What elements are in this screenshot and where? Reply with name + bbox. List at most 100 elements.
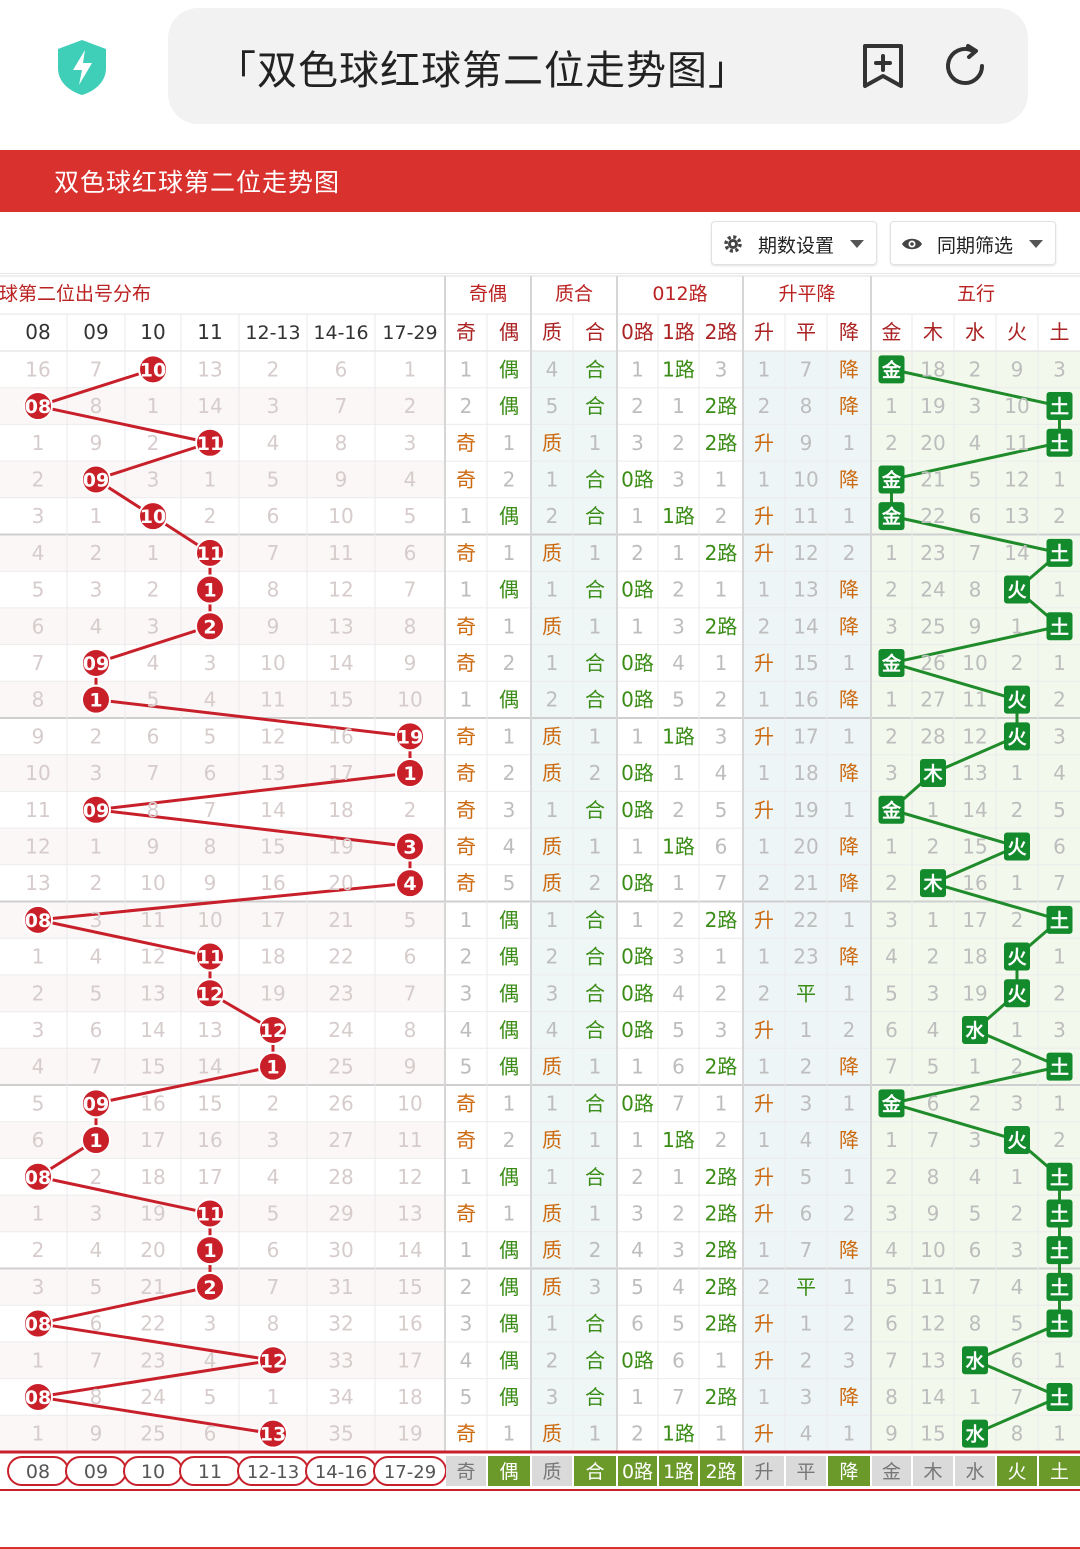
cell-value: 16 [260,871,285,895]
cell-value: 4 [885,945,898,969]
cell-value: 8 [1011,1422,1024,1446]
footer-filter-label: 09 [84,1461,108,1483]
hit-ball [23,1308,53,1339]
element-label: 火 [1007,726,1027,748]
cell-value: 8 [800,394,813,418]
cell-value: 0路 [621,798,654,822]
cell-value: 1 [32,1201,45,1225]
cell-value: 7 [90,1055,103,1079]
cell-value: 19 [260,981,285,1005]
hit-ball [138,501,168,532]
cell-value: 3 [885,1201,898,1225]
period-settings-button[interactable]: 期数设置 [711,221,877,265]
cell-value: 1 [503,1422,516,1446]
cell-value: 19 [397,1422,422,1446]
cell-value: 1 [546,467,559,491]
cell-value: 4 [90,945,103,969]
address-bar[interactable]: 「双色球红球第二位走势图」 [168,8,1028,124]
toolbar: 期数设置 同期筛选 [0,212,1080,274]
element-badge [1046,1272,1073,1301]
cell-value: 31 [328,1275,353,1299]
element-badge [1004,942,1030,971]
cell-value: 17 [397,1348,422,1372]
cell-value: 奇 [456,541,476,565]
cell-value: 2 [1053,1128,1066,1152]
element-label: 土 [1050,543,1069,565]
cell-value: 偶 [499,1348,519,1372]
footer-filter-box [997,1456,1037,1486]
shield-bolt-icon[interactable] [55,38,109,96]
hit-ball [195,537,225,568]
cell-value: 1 [589,1201,602,1225]
five-element-line [891,441,1060,481]
cell-value: 2 [758,1275,771,1299]
cell-value: 3 [204,1312,217,1336]
cell-value: 5 [32,1091,45,1115]
element-badge [878,648,905,677]
cell-value: 1 [460,1165,473,1189]
cell-value: 24 [328,1018,353,1042]
cell-value: 8 [147,798,160,822]
cell-value: 质 [542,431,562,455]
hit-number: 08 [25,910,51,932]
gear-icon [724,235,742,253]
cell-value: 5 [147,688,160,712]
element-label: 土 [1050,616,1069,638]
cell-value: 3 [267,394,280,418]
cell-value: 4 [969,1165,982,1189]
cell-value: 3 [1053,357,1066,381]
cell-value: 0路 [621,981,654,1005]
cell-value: 10 [1004,394,1029,418]
column-header: 金 [882,320,902,344]
same-period-filter-label: 同期筛选 [937,235,1014,257]
element-badge [1046,392,1073,421]
hit-number: 1 [203,1240,216,1262]
cell-value: 3 [32,1275,45,1299]
address-text: 「双色球红球第二位走势图」 [216,48,749,94]
cell-value: 1路 [662,724,695,748]
browser-toolbar: 「双色球红球第二位走势图」 [0,0,1080,150]
cell-value: 合 [585,1018,605,1042]
column-header: 14-16 [313,322,368,344]
cell-value: 合 [585,908,605,932]
cell-value: 合 [585,981,605,1005]
footer-filter-box [1039,1456,1080,1486]
cell-value: 2 [758,614,771,638]
cell-value: 合 [585,1385,605,1409]
five-element-line [974,1358,1061,1399]
cell-value: 2 [503,651,516,675]
cell-value: 4 [672,981,685,1005]
cell-value: 5 [631,1275,644,1299]
cell-value: 3 [32,504,45,528]
cell-value: 1 [503,614,516,638]
footer-filter-label: 11 [198,1461,222,1483]
cell-value: 5 [32,578,45,602]
same-period-filter-button[interactable]: 同期筛选 [890,221,1056,265]
bookmark-add-icon[interactable] [860,42,906,90]
cell-value: 7 [147,761,160,785]
cell-value: 偶 [499,1312,519,1336]
cell-value: 1 [546,1165,559,1189]
cell-value: 2 [1011,651,1024,675]
cell-value: 合 [585,394,605,418]
cell-value: 升 [754,541,774,565]
cell-value: 19 [920,394,945,418]
hit-number: 08 [25,1387,51,1409]
refresh-icon[interactable] [942,42,988,90]
cell-value: 6 [335,357,348,381]
cell-value: 4 [404,467,417,491]
trend-line [37,1285,211,1326]
cell-value: 升 [754,798,774,822]
cell-value: 1 [885,688,898,712]
cell-value: 13 [1004,504,1029,528]
column-header: 木 [923,320,943,344]
cell-value: 偶 [499,357,519,381]
hit-number: 10 [140,359,166,381]
element-badge [920,869,946,898]
cell-value: 16 [197,1128,222,1152]
hit-ball [23,1161,53,1192]
cell-value: 2 [546,945,559,969]
footer-filter-label: 0路 [622,1461,653,1483]
footer-filter-label: 平 [796,1461,815,1483]
cell-value: 7 [969,1275,982,1299]
